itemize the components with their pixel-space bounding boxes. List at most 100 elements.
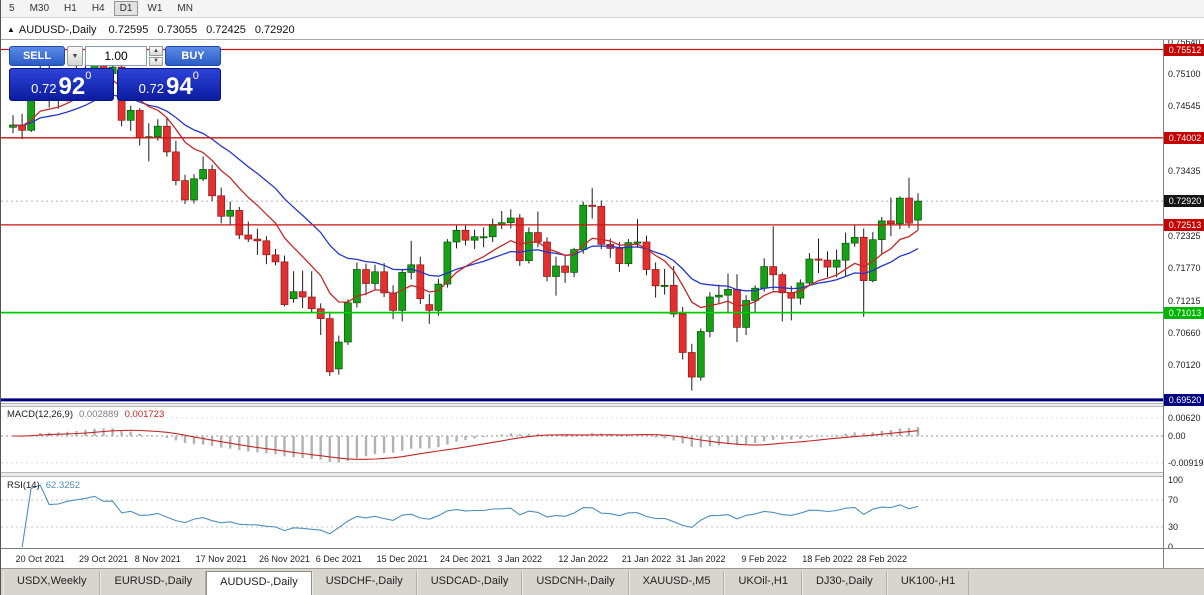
macd-histogram [20, 427, 920, 463]
price-axis-badge: 0.72920 [1164, 195, 1204, 208]
sell-price-display[interactable]: 0.72 92 0 [9, 68, 114, 101]
ohlc-high: 0.73055 [157, 24, 198, 36]
ohlc-low: 0.72425 [206, 24, 246, 36]
sell-price-pipette: 0 [85, 70, 92, 82]
timeframe-button-MN[interactable]: MN [171, 1, 199, 16]
order-type-dropdown-button[interactable]: ▼ [67, 46, 83, 66]
price-axis-label: 0.71215 [1168, 295, 1201, 306]
chart-tab-XAUUSD-M5[interactable]: XAUUSD-,M5 [628, 571, 725, 595]
price-axis-label: 0.72325 [1168, 230, 1201, 241]
ohlc-close: 0.72920 [254, 24, 295, 36]
price-axis-label: 0.70660 [1168, 328, 1201, 339]
time-axis-label: 17 Nov 2021 [195, 554, 247, 564]
macd-indicator-label: MACD(12,26,9) 0.002889 0.001723 [7, 409, 164, 420]
price-axis-label: 0.71770 [1168, 263, 1201, 274]
rsi-value: 62.3252 [45, 480, 81, 491]
time-axis-label: 28 Feb 2022 [856, 554, 908, 564]
rsi-indicator-canvas[interactable] [1, 477, 1163, 548]
horizontal-level-lines [1, 48, 1163, 402]
buy-price-prefix: 0.72 [138, 81, 164, 96]
time-axis-label: 20 Oct 2021 [15, 554, 65, 564]
chevron-down-icon: ▼ [71, 52, 79, 60]
chart-tab-EURUSD-Daily[interactable]: EURUSD-,Daily [100, 571, 207, 595]
timeframe-button-H4[interactable]: H4 [86, 1, 111, 16]
price-axis[interactable]: 0.75640 0.75100 0.74545 0.73435 0.72325 0.717… [1163, 37, 1204, 552]
price-axis-label: 0.73435 [1168, 165, 1201, 176]
rsi-name: RSI(14) [7, 480, 40, 491]
time-axis[interactable]: 20 Oct 2021 29 Oct 2021 8 Nov 2021 17 Nov 2… [1, 548, 1163, 568]
price-axis-badge: 0.74002 [1164, 131, 1204, 144]
time-axis-label: 15 Dec 2021 [376, 554, 428, 564]
time-axis-label: 3 Jan 2022 [497, 554, 543, 564]
volume-down-button[interactable]: ▼ [149, 56, 163, 66]
chart-tab-DJ30-Daily[interactable]: DJ30-,Daily [801, 571, 887, 595]
price-axis-badge: 0.72513 [1164, 218, 1204, 231]
price-axis-badge: 0.75512 [1164, 43, 1204, 56]
macd-indicator-canvas[interactable] [1, 407, 1163, 472]
chart-tab-USDCNH-Daily[interactable]: USDCNH-,Daily [522, 571, 629, 595]
chart-tab-USDCHF-Daily[interactable]: USDCHF-,Daily [311, 571, 417, 595]
chart-tab-UKOil-H1[interactable]: UKOil-,H1 [724, 571, 802, 595]
macd-signal-value: 0.001723 [124, 409, 165, 420]
time-axis-label: 24 Dec 2021 [439, 554, 492, 564]
chart-tab-USDX-Weekly[interactable]: USDX,Weekly [3, 571, 101, 595]
rsi-axis-label: 100 [1168, 474, 1184, 485]
chart-tab-AUDUSD-Daily[interactable]: AUDUSD-,Daily [206, 571, 312, 595]
trade-controls-row: SELL ▼ ▲ ▼ BUY [9, 46, 221, 66]
buy-price-pipette: 0 [192, 70, 199, 82]
macd-name: MACD(12,26,9) [7, 409, 73, 420]
panel-divider[interactable] [1, 472, 1163, 477]
buy-price-big-digits: 94 [165, 73, 193, 100]
time-axis-label: 12 Jan 2022 [558, 554, 608, 564]
macd-main-value: 0.002889 [79, 409, 119, 420]
panel-divider[interactable] [1, 403, 1163, 407]
time-axis-label: 21 Jan 2022 [621, 554, 672, 564]
volume-up-button[interactable]: ▲ [149, 46, 163, 56]
chart-tab-USDCAD-Daily[interactable]: USDCAD-,Daily [416, 571, 523, 595]
sell-price-big-digits: 92 [58, 73, 86, 100]
chart-symbol-icon: ▲ [7, 25, 15, 34]
timeframe-button-W1[interactable]: W1 [141, 1, 168, 16]
price-axis-label: 0.75100 [1168, 68, 1201, 79]
price-axis-label: 0.74545 [1168, 101, 1201, 111]
trade-prices-row: 0.72 92 0 0.72 94 0 [9, 68, 221, 101]
rsi-axis-label: 30 [1168, 522, 1179, 532]
rsi-axis-label: 0 [1168, 542, 1173, 552]
timeframe-button-D1[interactable]: D1 [113, 1, 139, 16]
macd-signal-line [12, 429, 919, 460]
macd-axis-label: 0.00 [1168, 431, 1186, 441]
sell-button[interactable]: SELL [9, 46, 65, 66]
time-axis-label: 9 Feb 2022 [741, 554, 787, 564]
time-axis-label: 29 Oct 2021 [78, 554, 129, 564]
timeframe-button-5[interactable]: 5 [3, 1, 21, 16]
price-axis-badge: 0.69520 [1164, 393, 1204, 406]
time-axis-label: 26 Nov 2021 [258, 554, 311, 564]
price-axis-label: 0.70120 [1168, 359, 1201, 370]
time-axis-label: 8 Nov 2021 [134, 554, 181, 564]
time-axis-label: 18 Feb 2022 [802, 554, 853, 564]
ohlc-open: 0.72595 [108, 24, 149, 36]
chart-tab-bar: USDX,Weekly EURUSD-,Daily AUDUSD-,Daily USD… [1, 568, 1204, 595]
chart-header: ▲ AUDUSD-,Daily 0.72595 0.73055 0.72425 … [1, 18, 1204, 40]
macd-axis-label: -0.00919 [1168, 457, 1204, 468]
macd-axis-label: 0.00620 [1168, 413, 1201, 423]
chart-title: AUDUSD-,Daily [18, 24, 97, 36]
volume-input[interactable] [85, 46, 147, 66]
one-click-trading-panel: SELL ▼ ▲ ▼ BUY 0.72 92 0 0.72 94 0 [9, 46, 221, 101]
timeframe-button-M30[interactable]: M30 [24, 1, 55, 16]
sell-price-prefix: 0.72 [31, 81, 57, 96]
chart-tab-UK100-H1[interactable]: UK100-,H1 [886, 571, 970, 595]
timeframe-button-H1[interactable]: H1 [58, 1, 83, 16]
buy-button[interactable]: BUY [165, 46, 221, 66]
rsi-line [21, 484, 919, 548]
volume-stepper: ▲ ▼ [149, 46, 163, 66]
buy-price-display[interactable]: 0.72 94 0 [116, 68, 221, 101]
axis-corner [1163, 548, 1204, 568]
timeframe-toolbar: 5 M30 H1 H4 D1 W1 MN [1, 0, 1204, 18]
price-axis-label: 0.75640 [1168, 37, 1201, 47]
price-axis-badge: 0.71013 [1164, 306, 1204, 319]
rsi-indicator-label: RSI(14) 62.3252 [7, 480, 80, 491]
time-axis-label: 31 Jan 2022 [676, 554, 726, 564]
ma-fast-line [12, 79, 919, 309]
